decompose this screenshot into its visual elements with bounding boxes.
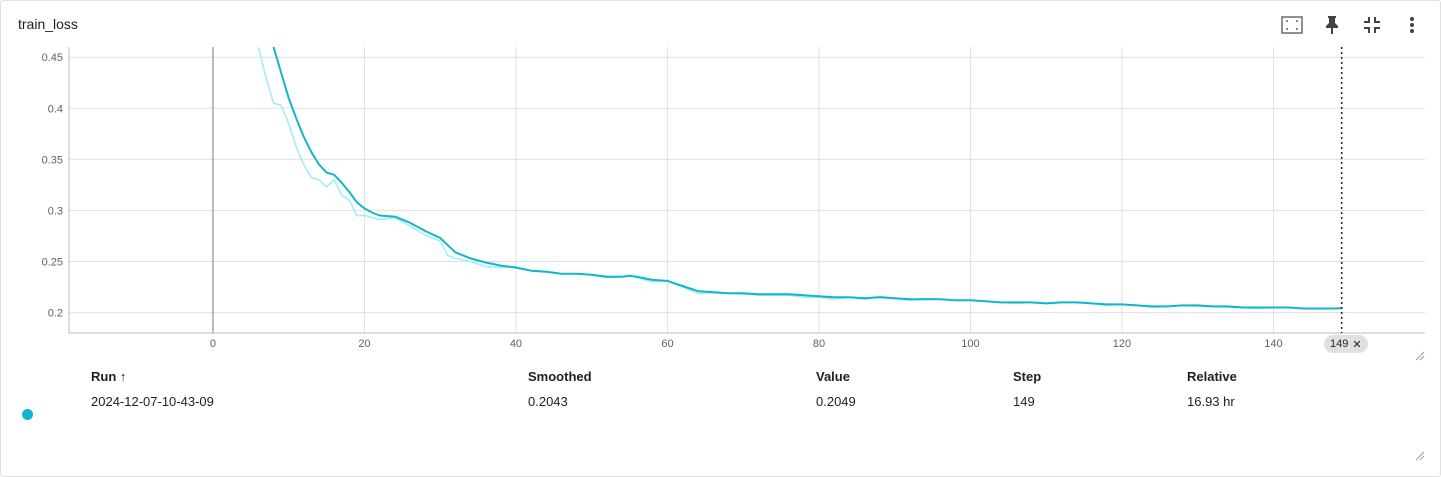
collapse-icon [1364,17,1380,33]
card-resize-handle-icon[interactable] [1415,451,1425,461]
cell-run: 2024-12-07-10-43-09 [91,394,214,409]
y-tick-label: 0.3 [48,205,63,217]
x-tick-label: 0 [210,338,216,350]
x-tick-label: 20 [358,338,370,350]
cell-value: 0.2049 [816,394,856,409]
raw-series-line [257,47,1342,310]
column-header-run[interactable]: Run ↑ [91,369,127,384]
more-options-button[interactable] [1396,13,1428,37]
column-header-step[interactable]: Step [1013,369,1042,384]
fit-to-data-button[interactable] [1276,13,1308,37]
hover-step-label: 149 [1330,338,1349,350]
x-tick-label: 80 [813,338,825,350]
line-chart[interactable]: 0.2 0.25 0.3 0.35 0.4 0.45 0 20 40 60 80 100 120 140 [1,41,1441,361]
card-title: train_loss [18,16,78,32]
x-tick-label: 140 [1264,338,1282,350]
cell-smoothed: 0.2043 [528,394,568,409]
more-vert-icon [1410,17,1414,33]
smoothed-series-line [272,47,1342,310]
chart-resize-handle-icon[interactable] [1415,351,1425,361]
close-icon[interactable]: ✕ [1352,338,1362,351]
y-tick-label: 0.4 [48,103,63,115]
x-tick-label: 40 [510,338,522,350]
fit-to-data-icon [1281,16,1303,34]
axis-layer: 0.2 0.25 0.3 0.35 0.4 0.45 0 20 40 60 80 100 120 140 [42,47,1425,350]
cell-step: 149 [1013,394,1035,409]
y-tick-label: 0.2 [48,308,63,320]
grid-layer [69,47,1425,333]
x-tick-label: 100 [961,338,979,350]
run-color-dot [22,409,33,420]
hover-step-chip: 149 ✕ [1324,335,1368,353]
column-header-relative[interactable]: Relative [1187,369,1237,384]
y-tick-label: 0.25 [42,257,63,269]
column-header-value[interactable]: Value [816,369,850,384]
cell-relative: 16.93 hr [1187,394,1235,409]
collapse-button[interactable] [1356,13,1388,37]
y-tick-label: 0.45 [42,52,63,64]
x-tick-label: 60 [661,338,673,350]
pin-icon [1326,16,1338,34]
x-tick-label: 120 [1113,338,1131,350]
card-toolbar [1276,13,1428,37]
series-layer [257,47,1342,310]
pin-button[interactable] [1316,13,1348,37]
column-header-smoothed[interactable]: Smoothed [528,369,592,384]
y-tick-label: 0.35 [42,154,63,166]
